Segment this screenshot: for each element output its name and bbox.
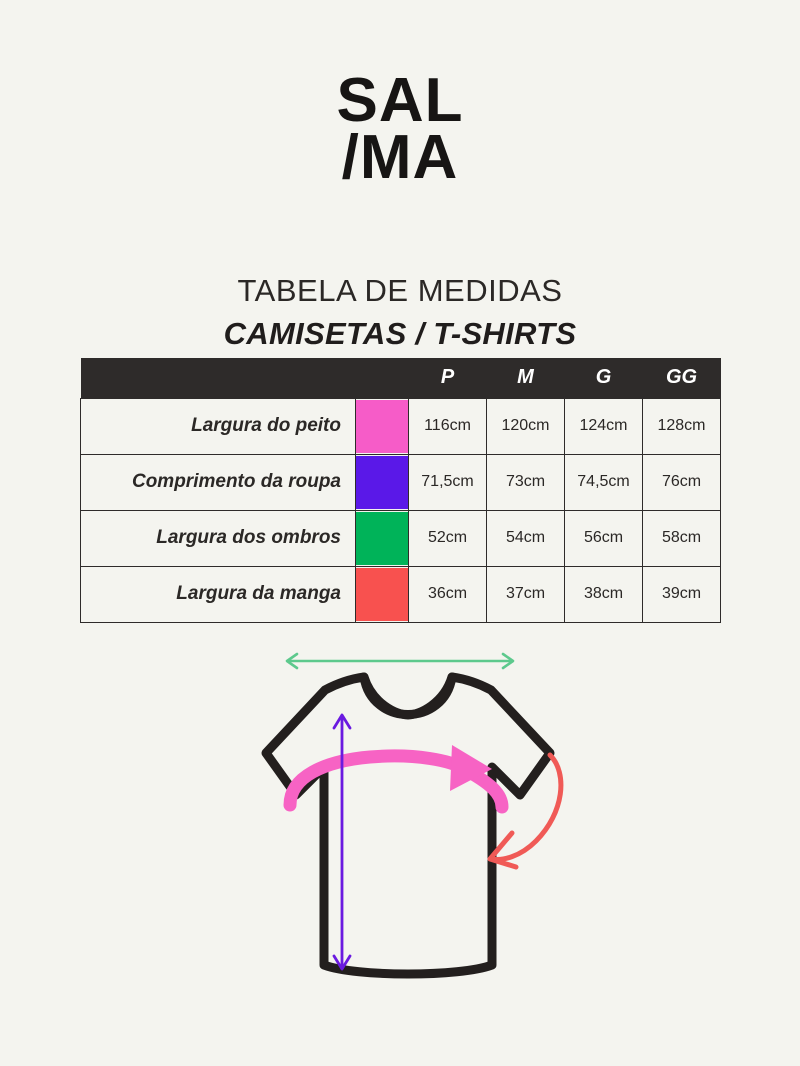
tshirt-diagram-svg [261,652,564,979]
cell-chest-m: 120cm [486,397,565,455]
brand-line-1: SAL [336,66,464,135]
table-row: Comprimento da roupa 71,5cm 73cm 74,5cm … [80,453,721,511]
brand-logo: SAL /MA [0,66,800,193]
header-size-g: G [564,358,643,398]
cell-chest-gg: 128cm [642,397,721,455]
page-subtitle: CAMISETAS / T-SHIRTS [223,315,577,351]
table-body: Largura do peito 116cm 120cm 124cm 128cm… [80,397,721,623]
row-color-swatch-chest [355,397,409,455]
swatch-pink [356,399,408,453]
header-size-m: M [486,358,565,398]
cell-shoulder-p: 52cm [408,509,487,567]
header-size-p: P [408,358,487,398]
sleeve-width-arrow-icon [487,752,564,870]
table-row: Largura dos ombros 52cm 54cm 56cm 58cm [80,509,721,567]
cell-chest-p: 116cm [408,397,487,455]
row-label-sleeve-width: Largura da manga [80,565,356,623]
cell-length-gg: 76cm [642,453,721,511]
table-header-row: P M G GG [80,358,721,398]
header-measure-column [80,358,356,398]
header-size-gg: GG [642,358,721,398]
table-row: Largura do peito 116cm 120cm 124cm 128cm [80,397,721,455]
swatch-purple [356,455,408,509]
cell-shoulder-gg: 58cm [642,509,721,567]
swatch-red [356,567,408,621]
row-label-chest-width: Largura do peito [80,397,356,455]
cell-length-m: 73cm [486,453,565,511]
cell-sleeve-gg: 39cm [642,565,721,623]
tshirt-measurement-diagram [0,645,800,1005]
row-color-swatch-shoulder [355,509,409,567]
garment-length-arrow-icon [332,713,352,971]
cell-length-g: 74,5cm [564,453,643,511]
row-label-shoulder-width: Largura dos ombros [80,509,356,567]
size-chart-table: P M G GG Largura do peito 116cm 120cm 12… [80,358,721,623]
tshirt-outline-icon [261,672,555,979]
cell-sleeve-g: 38cm [564,565,643,623]
cell-sleeve-m: 37cm [486,565,565,623]
brand-line-2: /MA [341,123,459,193]
cell-length-p: 71,5cm [408,453,487,511]
cell-shoulder-g: 56cm [564,509,643,567]
page-headings: TABELA DE MEDIDAS CAMISETAS / T-SHIRTS [0,272,800,354]
cell-chest-g: 124cm [564,397,643,455]
swatch-green [356,511,408,565]
table-header: P M G GG [80,358,721,398]
chest-width-arrow-icon [283,745,509,814]
cell-sleeve-p: 36cm [408,565,487,623]
tshirt-collar-icon [359,672,457,719]
page-title: TABELA DE MEDIDAS [237,273,563,308]
row-label-garment-length: Comprimento da roupa [80,453,356,511]
row-color-swatch-sleeve [355,565,409,623]
shoulder-width-arrow-icon [285,652,515,670]
header-swatch-column [355,358,409,398]
row-color-swatch-length [355,453,409,511]
cell-shoulder-m: 54cm [486,509,565,567]
table-row: Largura da manga 36cm 37cm 38cm 39cm [80,565,721,623]
